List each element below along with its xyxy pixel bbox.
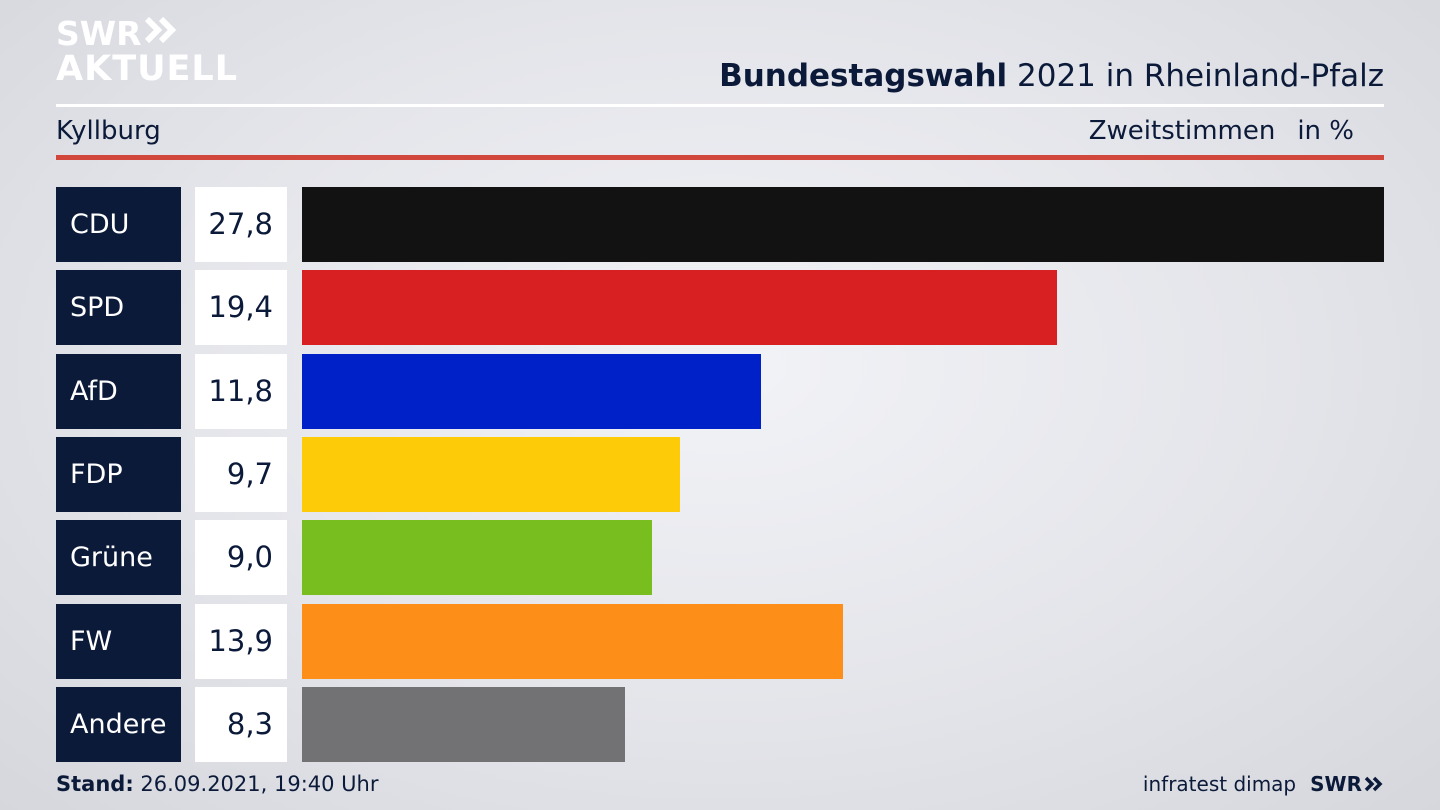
value-label: 8,3: [195, 686, 287, 762]
value-label: 13,9: [195, 603, 287, 679]
party-label: FW: [56, 603, 181, 679]
bar-gr-ne: [302, 520, 653, 596]
bar-row: CDU 27,8: [56, 187, 1384, 262]
measure-label: Zweitstimmen in %: [1089, 116, 1354, 146]
bar-row: FW 13,9: [56, 603, 1384, 679]
swr-aktuell-logo: SWR AKTUELL: [56, 16, 238, 87]
party-label: SPD: [56, 270, 181, 346]
party-label: CDU: [56, 187, 181, 262]
timestamp: Stand: 26.09.2021, 19:40 Uhr: [56, 772, 379, 796]
chart-title-bold: Bundestagswahl: [719, 58, 1008, 94]
value-label: 11,8: [195, 353, 287, 429]
source-text: infratest dimap: [1142, 772, 1297, 796]
source-credit: infratest dimap SWR: [1143, 772, 1384, 796]
party-label: Grüne: [56, 520, 181, 596]
header-divider: [56, 104, 1384, 107]
chart-title: Bundestagswahl 2021 in Rheinland-Pfalz: [719, 58, 1384, 94]
bar-row: Grüne 9,0: [56, 520, 1384, 596]
accent-divider: [56, 155, 1384, 160]
chart-title-rest: 2021 in Rheinland-Pfalz: [1007, 58, 1384, 94]
party-label: FDP: [56, 436, 181, 512]
bar-row: FDP 9,7: [56, 436, 1384, 512]
chart-subtitle: Kyllburg: [56, 116, 161, 146]
logo-swr-text: SWR: [56, 13, 142, 53]
party-label: Andere: [56, 686, 181, 762]
timestamp-value: 26.09.2021, 19:40 Uhr: [133, 772, 379, 796]
bar-fw: [302, 603, 843, 679]
bar-row: AfD 11,8: [56, 353, 1384, 429]
bar-cdu: [302, 187, 1384, 262]
bar-spd: [302, 270, 1058, 346]
brand-text: SWR: [1310, 772, 1362, 796]
value-label: 9,0: [195, 520, 287, 596]
timestamp-label: Stand:: [56, 772, 134, 796]
double-chevron-icon: [144, 16, 178, 50]
bar-row: SPD 19,4: [56, 270, 1384, 346]
value-label: 19,4: [195, 270, 287, 346]
value-label: 9,7: [195, 436, 287, 512]
bar-fdp: [302, 436, 680, 512]
bar-andere: [302, 686, 626, 762]
value-label: 27,8: [195, 187, 287, 262]
measure-text: Zweitstimmen: [1088, 116, 1276, 146]
logo-aktuell-text: AKTUELL: [56, 49, 239, 89]
bar-row: Andere 8,3: [56, 686, 1384, 762]
double-chevron-icon: [1364, 776, 1384, 792]
unit-text: in %: [1297, 116, 1354, 146]
bar-afd: [302, 353, 762, 429]
party-label: AfD: [56, 353, 181, 429]
